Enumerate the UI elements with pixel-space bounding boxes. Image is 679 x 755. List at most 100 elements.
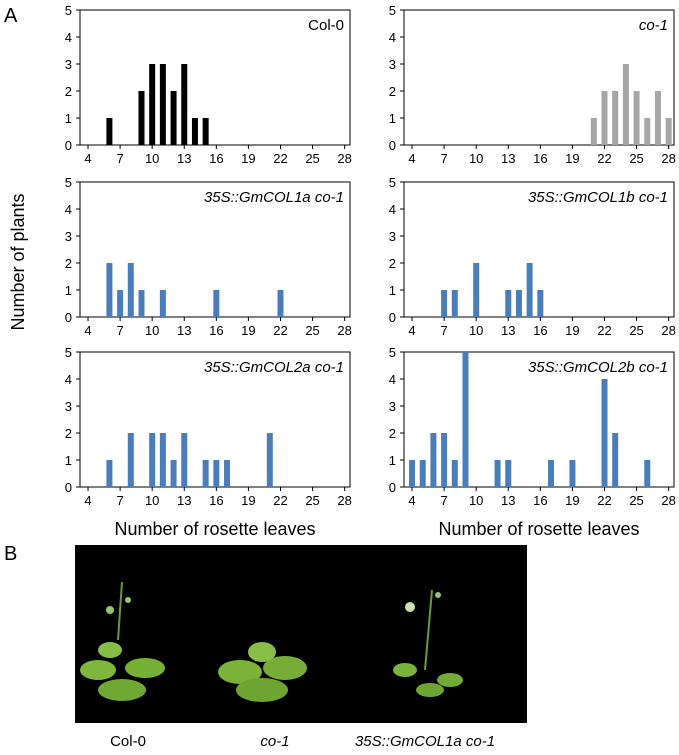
- y-tick-label: 0: [65, 480, 72, 495]
- bar: [106, 118, 113, 145]
- chart: 0 1 2 3 4 5 4 7 10 13 16 19 22 25 28 Col-0: [65, 3, 352, 166]
- y-tick-label: 0: [65, 310, 72, 325]
- bar: [181, 433, 188, 487]
- x-tick-label: 10: [145, 151, 159, 166]
- bar: [526, 263, 533, 317]
- plot-frame: [403, 9, 675, 146]
- y-tick-label: 3: [65, 229, 72, 244]
- bar: [138, 91, 145, 145]
- photo: [75, 545, 527, 723]
- y-tick-label: 1: [389, 283, 396, 298]
- y-tick-label: 0: [389, 480, 396, 495]
- y-tick-label: 5: [389, 3, 396, 18]
- bar: [537, 290, 544, 317]
- bar: [505, 460, 512, 487]
- bar: [224, 460, 231, 487]
- bar: [654, 91, 661, 145]
- bar: [430, 433, 437, 487]
- bar: [159, 64, 166, 145]
- x-tick-label: 28: [337, 151, 351, 166]
- bar: [462, 352, 469, 487]
- y-tick-label: 4: [65, 30, 72, 45]
- x-tick-label: 25: [629, 323, 643, 338]
- bar: [159, 290, 166, 317]
- x-tick-label: 4: [408, 151, 415, 166]
- bar: [601, 379, 608, 487]
- chart-title: 35S::GmCOL2b co-1: [528, 359, 668, 376]
- plot-frame: [79, 9, 351, 146]
- bar: [106, 263, 113, 317]
- x-tick-label: 19: [565, 151, 579, 166]
- bar: [202, 460, 209, 487]
- y-tick-label: 4: [389, 372, 396, 387]
- bar: [505, 290, 512, 317]
- bar: [170, 460, 177, 487]
- x-tick-label: 16: [533, 323, 547, 338]
- bar: [633, 91, 640, 145]
- bar: [548, 460, 555, 487]
- chart-title: 35S::GmCOL1a co-1: [204, 189, 344, 206]
- bar: [451, 460, 458, 487]
- y-tick-label: 0: [65, 138, 72, 153]
- photo-label: co-1: [260, 733, 289, 750]
- bar: [494, 460, 501, 487]
- y-tick-label: 5: [65, 345, 72, 360]
- x-tick-label: 7: [440, 323, 447, 338]
- bar: [419, 460, 426, 487]
- y-tick-label: 1: [65, 111, 72, 126]
- x-tick-label: 13: [177, 151, 191, 166]
- y-tick-label: 1: [389, 111, 396, 126]
- x-tick-label: 13: [177, 493, 191, 508]
- y-tick-label: 2: [65, 256, 72, 271]
- bar: [441, 433, 448, 487]
- x-tick-label: 19: [241, 323, 255, 338]
- x-tick-label: 25: [305, 493, 319, 508]
- x-axis-title: Number of rosette leaves: [114, 519, 315, 539]
- bar: [644, 118, 651, 145]
- y-tick-label: 0: [389, 138, 396, 153]
- y-tick-label: 5: [389, 345, 396, 360]
- y-axis-title: Number of plants: [8, 193, 28, 330]
- x-tick-label: 7: [440, 493, 447, 508]
- y-tick-label: 4: [65, 202, 72, 217]
- x-tick-label: 4: [84, 493, 91, 508]
- bar: [569, 460, 576, 487]
- x-tick-label: 28: [661, 323, 675, 338]
- y-tick-label: 2: [389, 426, 396, 441]
- x-tick-label: 22: [597, 151, 611, 166]
- bar: [515, 290, 522, 317]
- chart-title: Col-0: [308, 17, 344, 34]
- x-tick-label: 13: [501, 493, 515, 508]
- x-tick-label: 13: [177, 323, 191, 338]
- x-tick-label: 16: [209, 323, 223, 338]
- y-tick-label: 2: [65, 426, 72, 441]
- x-tick-label: 10: [145, 323, 159, 338]
- x-axis-title: Number of rosette leaves: [438, 519, 639, 539]
- y-tick-label: 3: [65, 57, 72, 72]
- x-tick-label: 25: [305, 151, 319, 166]
- bar: [202, 118, 209, 145]
- plot-frame: [403, 351, 675, 488]
- bar: [441, 290, 448, 317]
- x-tick-label: 19: [565, 323, 579, 338]
- bar: [277, 290, 284, 317]
- chart: 0 1 2 3 4 5 4 7 10 13 16 19 22 25 28 co-1: [389, 3, 676, 166]
- y-tick-label: 3: [389, 229, 396, 244]
- panel-label: A: [4, 5, 18, 27]
- bar: [473, 263, 480, 317]
- x-tick-label: 28: [337, 493, 351, 508]
- bar: [622, 64, 629, 145]
- bar: [612, 433, 619, 487]
- x-tick-label: 16: [533, 493, 547, 508]
- chart-title: co-1: [639, 17, 668, 34]
- panel-label: B: [4, 543, 17, 565]
- y-tick-label: 3: [389, 399, 396, 414]
- bar: [213, 460, 220, 487]
- x-tick-label: 22: [273, 323, 287, 338]
- chart-title: 35S::GmCOL2a co-1: [204, 359, 344, 376]
